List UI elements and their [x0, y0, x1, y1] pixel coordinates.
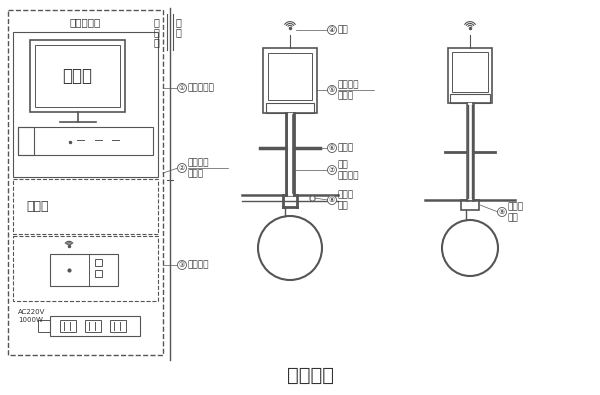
Bar	[263, 48, 317, 113]
Circle shape	[328, 143, 337, 152]
Bar	[448, 48, 492, 103]
Bar	[461, 200, 479, 210]
Text: 显示器: 显示器	[62, 67, 92, 85]
Bar	[452, 52, 488, 92]
Bar	[85, 320, 101, 332]
Text: 超声: 超声	[338, 160, 349, 169]
Text: 波导探头: 波导探头	[338, 171, 359, 181]
Bar	[110, 320, 126, 332]
Bar	[18, 127, 153, 155]
Text: 在线壁厚: 在线壁厚	[338, 81, 359, 90]
Bar	[8, 10, 163, 355]
Text: 终端显示器: 终端显示器	[188, 83, 215, 92]
Text: 现: 现	[175, 17, 181, 27]
Text: ⑨: ⑨	[499, 209, 505, 215]
Bar	[13, 179, 158, 234]
Text: 局域网: 局域网	[26, 200, 49, 213]
Circle shape	[497, 207, 506, 216]
Text: 无线结构: 无线结构	[287, 365, 334, 384]
Circle shape	[328, 85, 337, 94]
Text: ⑧: ⑧	[329, 197, 335, 203]
Bar	[50, 316, 140, 336]
Bar	[38, 320, 50, 332]
Text: 数据采集: 数据采集	[188, 158, 209, 167]
Bar	[50, 254, 118, 286]
Circle shape	[178, 260, 187, 269]
Text: ①: ①	[179, 85, 185, 91]
Circle shape	[328, 26, 337, 34]
Text: 无线网关: 无线网关	[188, 260, 209, 269]
Text: ⑥: ⑥	[329, 145, 335, 151]
Bar	[266, 103, 314, 113]
Text: ④: ④	[329, 27, 335, 33]
Text: ③: ③	[179, 262, 185, 268]
Text: 室: 室	[153, 37, 159, 47]
Bar	[13, 236, 158, 301]
Text: 制: 制	[153, 27, 159, 37]
Text: 卡箍式: 卡箍式	[338, 190, 354, 199]
Circle shape	[328, 166, 337, 175]
Text: 固定: 固定	[338, 201, 349, 211]
Bar	[268, 53, 312, 100]
Circle shape	[178, 83, 187, 92]
Bar	[13, 32, 158, 177]
Bar	[30, 40, 125, 112]
Text: 控: 控	[153, 17, 159, 27]
Text: 指热板: 指热板	[338, 143, 354, 152]
Text: 焊接式: 焊接式	[508, 203, 524, 211]
Text: ⑦: ⑦	[329, 167, 335, 173]
Bar	[60, 320, 76, 332]
Circle shape	[178, 164, 187, 173]
Text: 服务器: 服务器	[188, 169, 204, 179]
Bar	[35, 45, 120, 107]
Bar	[95, 270, 102, 277]
Text: 场: 场	[175, 27, 181, 37]
Text: ⑤: ⑤	[329, 87, 335, 93]
Bar	[95, 259, 102, 266]
Text: 天线: 天线	[338, 26, 349, 34]
Text: ②: ②	[179, 165, 185, 171]
Bar	[18, 127, 34, 155]
Text: 监测仪: 监测仪	[338, 92, 354, 100]
Text: 固定: 固定	[508, 214, 519, 222]
Bar	[450, 94, 490, 103]
Text: 控制室机柜: 控制室机柜	[70, 17, 101, 27]
Circle shape	[328, 196, 337, 205]
Text: AC220V
1000W: AC220V 1000W	[18, 310, 46, 322]
